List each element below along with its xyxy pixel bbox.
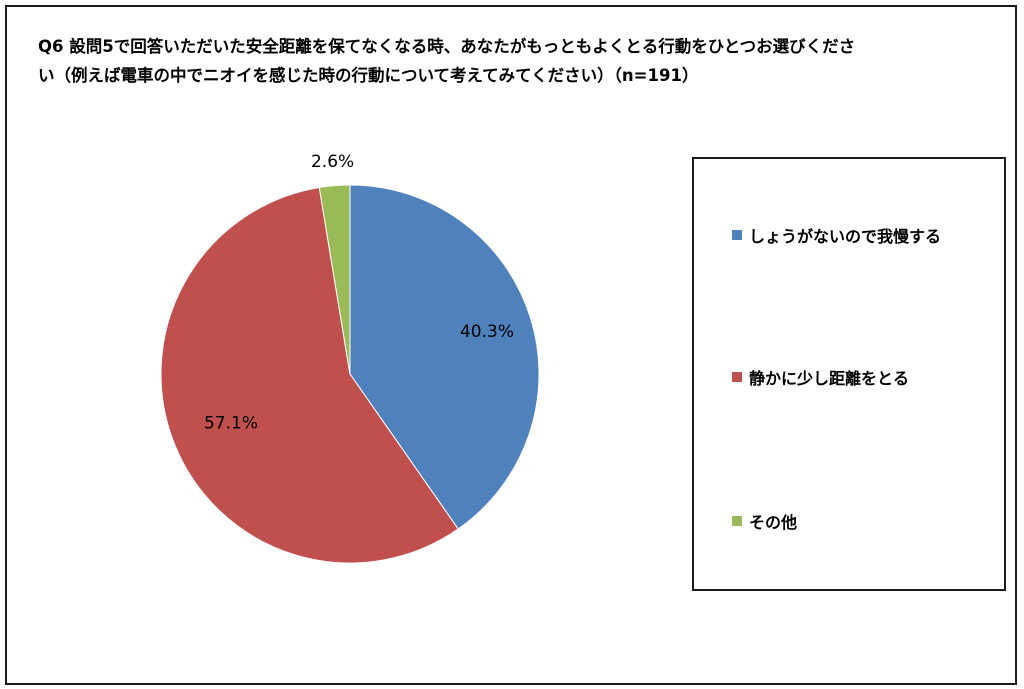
pie-slice-kyori: [160, 186, 459, 564]
legend-label-kyori: 静かに少し距離をとる: [749, 369, 910, 388]
legend-swatch-other: [732, 516, 742, 526]
legend-item-kyori: 静かに少し距離をとる: [732, 365, 909, 389]
legend-swatch-kyori: [732, 372, 742, 382]
pie-slice-other: [318, 184, 351, 375]
legend-label-other: その他: [749, 513, 798, 532]
legend-item-gaman: しょうがないので我慢する: [732, 223, 941, 247]
chart-title: Q6 設問5で回答いただいた安全距離を保てなくなる時、あなたがもっともよくとる行…: [38, 37, 856, 85]
legend-item-other: その他: [732, 509, 797, 533]
legend-swatch-gaman: [732, 230, 742, 240]
pie-slice-gaman: [349, 184, 540, 530]
legend: しょうがないので我慢する 静かに少し距離をとる その他: [692, 157, 1006, 591]
data-label-gaman: 40.3%: [460, 322, 514, 342]
data-label-kyori: 57.1%: [204, 413, 258, 433]
legend-label-gaman: しょうがないので我慢する: [749, 227, 942, 246]
data-label-other: 2.6%: [311, 152, 354, 172]
